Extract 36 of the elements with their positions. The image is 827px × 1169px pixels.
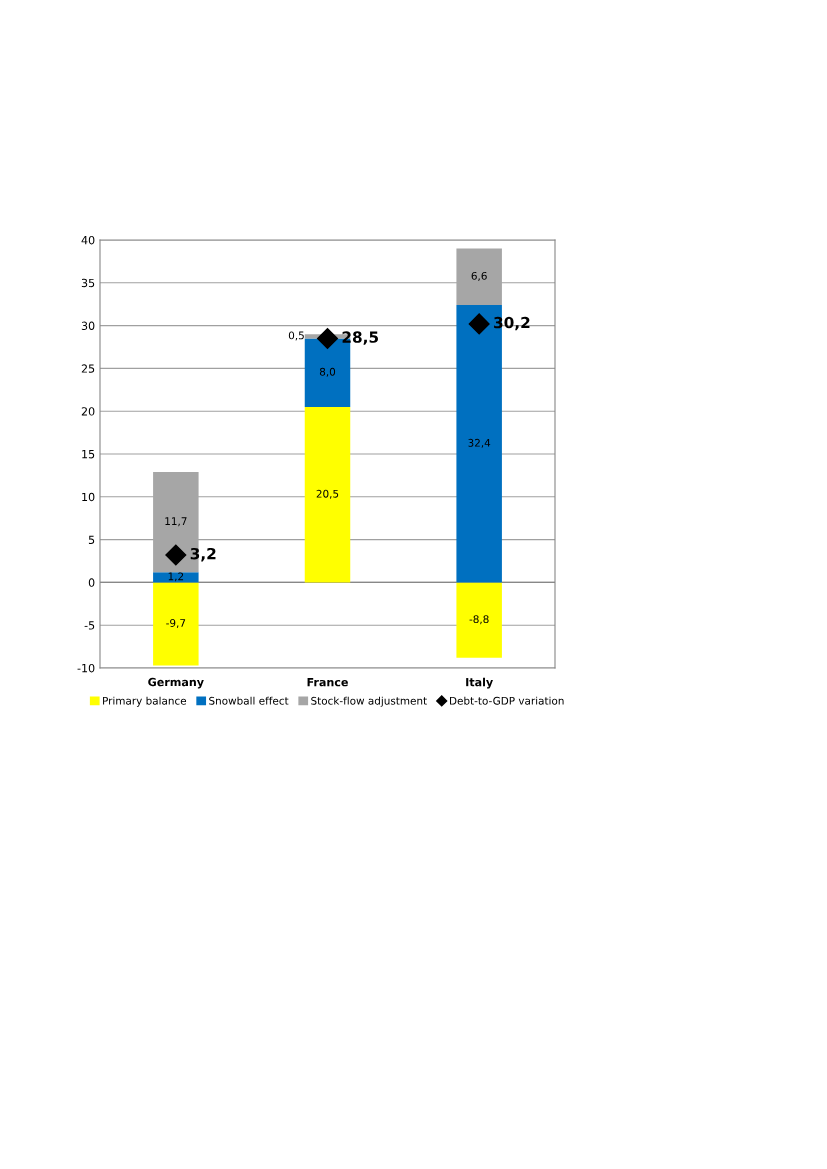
data-label: 20,5 — [316, 489, 339, 499]
data-label: 6,6 — [471, 271, 487, 281]
data-label: -8,8 — [469, 615, 489, 625]
point — [468, 313, 490, 335]
y-tick-label: 40 — [81, 235, 95, 245]
y-tick-label: 35 — [81, 278, 95, 288]
y-tick-label: 10 — [82, 492, 95, 502]
bar — [456, 582, 502, 658]
y-tick-label: 20 — [81, 407, 95, 416]
data-label: 3,2 — [190, 547, 216, 562]
data-label: 11,7 — [165, 517, 187, 527]
data-label: 0,5 — [288, 331, 304, 341]
bar — [153, 572, 199, 583]
y-tick-label: -5 — [84, 621, 95, 630]
y-tick-label: 15 — [82, 450, 95, 459]
x-tick-label: Italy — [466, 677, 493, 689]
x-tick-label: Germany — [148, 677, 204, 689]
point — [316, 327, 339, 349]
bar — [153, 582, 199, 666]
legend-label: Primary balance — [103, 696, 187, 707]
x-tick-label: France — [307, 678, 348, 687]
y-tick-label: 25 — [81, 364, 95, 373]
y-tick-label: -10 — [77, 663, 95, 673]
point — [165, 544, 187, 566]
legend-label: Stock-flow adjustment — [311, 696, 427, 707]
data-label: 8,0 — [319, 367, 336, 377]
y-tick-label: 30 — [81, 321, 95, 330]
data-label: 28,5 — [342, 331, 379, 345]
data-label: 32,4 — [468, 438, 491, 448]
bar — [304, 406, 351, 583]
data-label: 1,2 — [168, 572, 184, 582]
data-label: -9,7 — [166, 619, 186, 628]
y-tick-label: 5 — [88, 535, 95, 544]
y-tick-label: 0 — [88, 578, 95, 587]
legend-label: Debt-to-GDP variation — [450, 696, 564, 705]
legend-label: Snowball effect — [209, 696, 289, 705]
